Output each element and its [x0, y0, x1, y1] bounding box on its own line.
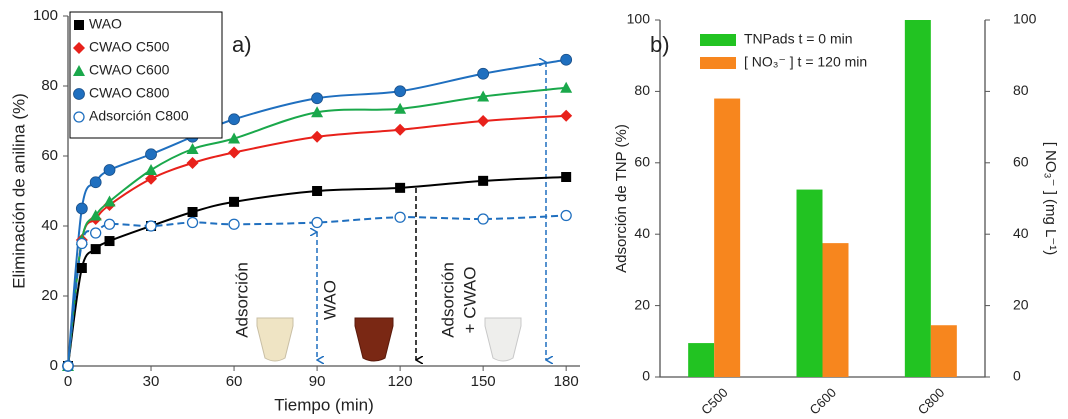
legend-label: TNPads t = 0 min: [744, 31, 853, 47]
annotation: + CWAO: [460, 267, 479, 334]
y-tick-label: 80: [634, 82, 650, 98]
bar: [905, 20, 931, 377]
panel-label: a): [232, 32, 252, 57]
marker: [91, 244, 101, 254]
marker: [229, 197, 239, 207]
y-tick-label: 60: [41, 147, 58, 164]
annotation: WAO: [320, 280, 339, 320]
annotation: Adsorción: [438, 262, 457, 338]
x-tick-label: 150: [471, 373, 496, 390]
x-tick-label: C600: [806, 385, 839, 418]
marker: [478, 176, 488, 186]
marker: [76, 203, 87, 214]
marker: [91, 228, 101, 238]
legend-label: CWAO C500: [89, 39, 170, 55]
y-tick-label: 100: [33, 7, 58, 24]
legend-marker: [74, 89, 85, 100]
panel-label: b): [650, 32, 670, 57]
legend-label: CWAO C800: [89, 85, 170, 101]
y-tick-label: 20: [41, 287, 58, 304]
x-tick-label: C800: [915, 385, 948, 418]
y2-tick-label: 0: [1013, 368, 1021, 384]
y2-tick-label: 60: [1013, 154, 1029, 170]
bar: [931, 325, 957, 377]
y2-tick-label: 40: [1013, 225, 1029, 241]
page: {"chart_data": [ {"type": "line", "label…: [0, 0, 1068, 419]
y-tick-label: 100: [627, 11, 651, 27]
y2-axis-label: [ NO₃⁻ ] (mg L⁻¹): [1042, 142, 1059, 256]
x-axis-label: Tiempo (min): [274, 395, 374, 414]
marker: [104, 165, 115, 176]
annotation: Adsorción: [232, 262, 251, 338]
y2-tick-label: 20: [1013, 296, 1029, 312]
marker: [105, 236, 115, 246]
marker: [312, 186, 322, 196]
marker: [228, 147, 240, 159]
marker: [187, 157, 199, 169]
marker: [188, 218, 198, 228]
tube-photo: [485, 318, 521, 361]
y2-tick-label: 100: [1013, 11, 1037, 27]
y2-tick-label: 80: [1013, 82, 1029, 98]
tube-photo: [257, 318, 293, 361]
marker: [395, 212, 405, 222]
x-tick-label: 30: [143, 373, 160, 390]
tube-photo: [355, 318, 393, 361]
marker: [311, 131, 323, 143]
y-axis-label: Adsorción de TNP (%): [613, 124, 630, 273]
marker: [90, 177, 101, 188]
y-tick-label: 0: [50, 357, 58, 374]
y-tick-label: 80: [41, 77, 58, 94]
marker: [394, 124, 406, 136]
y-tick-label: 0: [642, 368, 650, 384]
x-tick-label: C500: [698, 385, 731, 418]
y-tick-label: 60: [634, 154, 650, 170]
marker: [477, 115, 489, 127]
marker: [312, 218, 322, 228]
bar: [688, 343, 714, 377]
legend-swatch: [700, 57, 736, 69]
legend-label: CWAO C600: [89, 62, 170, 78]
marker: [395, 86, 406, 97]
x-tick-label: 90: [309, 373, 326, 390]
y-axis-label: Eliminación de anilina (%): [9, 93, 28, 289]
marker: [229, 219, 239, 229]
marker: [77, 263, 87, 273]
marker: [229, 114, 240, 125]
marker: [561, 54, 572, 65]
marker: [146, 149, 157, 160]
marker: [145, 164, 157, 175]
bar: [797, 190, 823, 377]
marker: [146, 221, 156, 231]
x-tick-label: 60: [226, 373, 243, 390]
legend-label: [ NO₃⁻ ] t = 120 min: [744, 54, 867, 70]
y-tick-label: 40: [634, 225, 650, 241]
marker: [63, 361, 73, 371]
marker: [561, 211, 571, 221]
legend-label: Adsorción C800: [89, 108, 189, 124]
figure: 0 20 40 60 80 100 0 30 60 90 120 150 180 Tiempo (min)…: [0, 0, 1068, 419]
marker: [561, 172, 571, 182]
x-tick-label: 0: [64, 373, 72, 390]
marker: [478, 68, 489, 79]
y-tick-label: 20: [634, 296, 650, 312]
marker: [105, 219, 115, 229]
marker: [77, 239, 87, 249]
bar: [714, 99, 740, 377]
x-tick-label: 180: [554, 373, 579, 390]
legend-label: WAO: [89, 16, 122, 32]
y-tick-label: 40: [41, 217, 58, 234]
x-tick-label: 120: [388, 373, 413, 390]
legend-marker: [74, 112, 84, 122]
marker: [478, 214, 488, 224]
bar: [823, 243, 849, 377]
marker: [312, 93, 323, 104]
marker: [395, 183, 405, 193]
marker: [188, 207, 198, 217]
legend-marker: [74, 20, 84, 30]
marker: [560, 110, 572, 122]
legend-swatch: [700, 34, 736, 46]
